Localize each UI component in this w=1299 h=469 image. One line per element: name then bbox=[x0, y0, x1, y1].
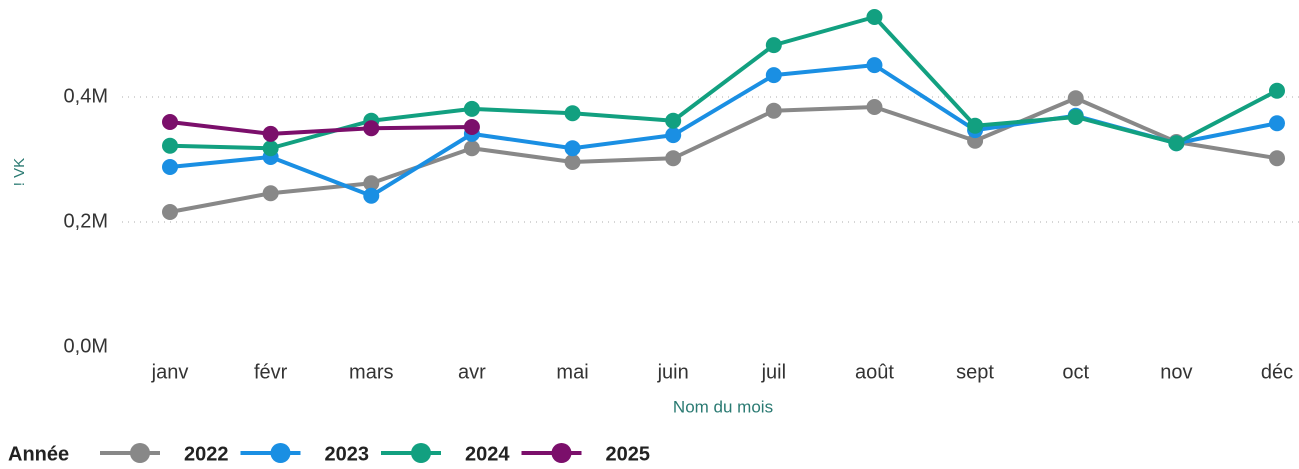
y-tick-label: 0,0M bbox=[64, 335, 108, 357]
data-point bbox=[162, 204, 178, 220]
data-point bbox=[665, 112, 682, 129]
x-tick-label: juin bbox=[657, 361, 689, 383]
y-tick-label: 0,4M bbox=[64, 85, 108, 107]
data-point bbox=[564, 140, 581, 157]
data-point bbox=[765, 67, 782, 84]
data-point bbox=[967, 117, 984, 134]
series-line bbox=[169, 120, 472, 136]
data-point bbox=[262, 140, 279, 157]
x-tick-label: févr bbox=[254, 361, 288, 383]
data-point bbox=[1269, 150, 1285, 167]
legend-marker bbox=[411, 443, 431, 463]
data-point bbox=[1269, 82, 1285, 99]
data-point bbox=[1067, 109, 1084, 125]
data-point bbox=[866, 99, 883, 115]
x-tick-label: juil bbox=[761, 361, 786, 383]
data-point bbox=[463, 100, 480, 117]
legend-label: 2025 bbox=[606, 443, 651, 465]
legend-label: 2024 bbox=[465, 443, 510, 465]
data-point bbox=[162, 159, 178, 175]
data-point bbox=[463, 140, 480, 157]
data-point bbox=[1269, 115, 1285, 132]
data-point bbox=[564, 105, 581, 122]
data-point bbox=[262, 185, 279, 202]
data-point bbox=[363, 175, 380, 192]
legend-title: Année bbox=[8, 443, 69, 465]
x-tick-label: mars bbox=[349, 361, 393, 383]
data-point bbox=[162, 137, 178, 154]
data-point bbox=[1168, 135, 1185, 152]
x-tick-label: avr bbox=[458, 361, 486, 383]
x-tick-label: mai bbox=[556, 361, 588, 383]
legend-marker bbox=[130, 443, 150, 463]
data-point bbox=[363, 120, 380, 137]
legend-label: 2023 bbox=[325, 443, 370, 465]
data-point bbox=[665, 127, 682, 144]
series-line bbox=[169, 96, 1278, 214]
y-axis-label: ! VK bbox=[11, 158, 28, 186]
x-tick-label: nov bbox=[1160, 361, 1192, 383]
data-point bbox=[665, 150, 682, 167]
data-point bbox=[866, 9, 883, 25]
data-point bbox=[363, 187, 380, 204]
data-point bbox=[564, 154, 581, 170]
data-point bbox=[765, 102, 782, 119]
y-tick-label: 0,2M bbox=[64, 210, 108, 232]
data-point bbox=[463, 119, 480, 135]
x-tick-label: août bbox=[855, 361, 894, 383]
series-line bbox=[169, 15, 1278, 151]
legend-marker bbox=[270, 443, 291, 463]
legend-marker bbox=[551, 443, 572, 463]
x-tick-label: oct bbox=[1062, 361, 1089, 383]
legend-label: 2022 bbox=[184, 443, 229, 465]
data-point bbox=[1067, 90, 1084, 107]
data-point bbox=[765, 37, 782, 54]
x-tick-label: janv bbox=[151, 361, 189, 383]
data-point bbox=[162, 114, 178, 130]
data-point bbox=[866, 57, 883, 74]
data-point bbox=[262, 125, 279, 142]
x-axis-label: Nom du mois bbox=[673, 397, 773, 416]
x-tick-label: déc bbox=[1261, 361, 1293, 383]
x-tick-label: sept bbox=[956, 361, 994, 383]
